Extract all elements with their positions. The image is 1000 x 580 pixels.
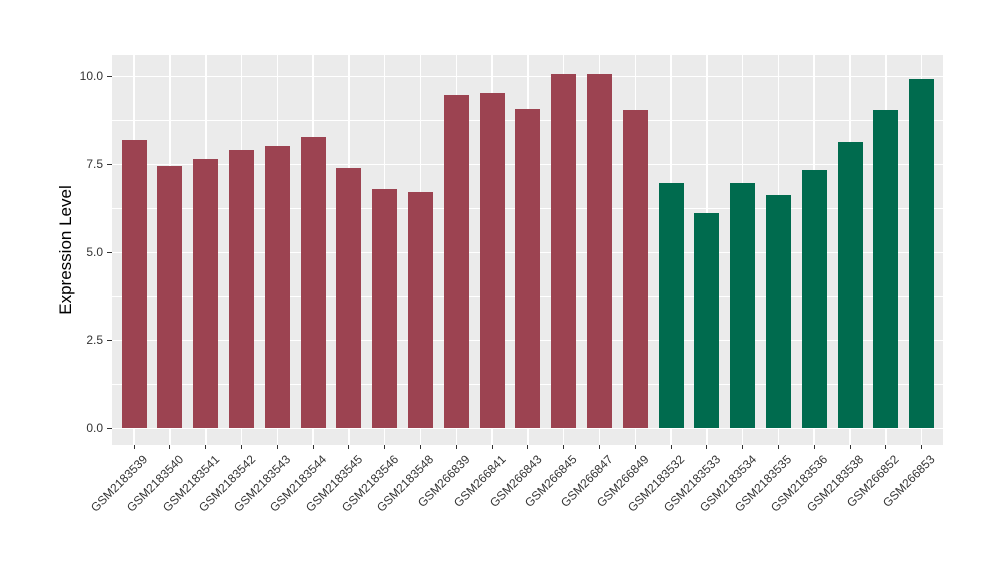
x-axis-tick [598, 445, 600, 449]
x-axis-tick [348, 445, 350, 449]
x-axis-tick [921, 445, 923, 449]
bar [765, 195, 791, 429]
x-axis-tick [527, 445, 529, 449]
y-axis-tick [107, 251, 112, 253]
x-axis-tick [742, 445, 744, 449]
x-axis-tick [777, 445, 779, 449]
bar [408, 191, 434, 429]
y-axis-tick [107, 339, 112, 341]
bar [229, 150, 255, 429]
x-axis-tick [276, 445, 278, 449]
bar [443, 95, 469, 429]
bar [622, 110, 648, 429]
x-axis-tick [491, 445, 493, 449]
bar [121, 139, 147, 429]
x-axis-tick [455, 445, 457, 449]
x-axis-tick [849, 445, 851, 449]
bar [372, 189, 398, 429]
bar [837, 142, 863, 429]
x-axis-tick [384, 445, 386, 449]
bar [193, 159, 219, 429]
bar [300, 137, 326, 429]
y-axis-tick [107, 427, 112, 429]
bar [157, 165, 183, 429]
bar [801, 170, 827, 429]
x-axis-tick [634, 445, 636, 449]
x-axis-tick [133, 445, 135, 449]
y-axis-tick [107, 75, 112, 77]
y-tick-label: 7.5 [86, 157, 103, 172]
x-axis-tick [885, 445, 887, 449]
bar [551, 74, 577, 429]
y-tick-label: 2.5 [86, 333, 103, 348]
y-tick-label: 5.0 [86, 245, 103, 260]
bar [658, 182, 684, 429]
y-axis-title: Expression Level [56, 185, 75, 315]
bar [873, 109, 899, 429]
x-axis-tick [241, 445, 243, 449]
bar [586, 74, 612, 429]
bar [336, 167, 362, 429]
bar [515, 109, 541, 429]
bar [479, 93, 505, 429]
bar [730, 182, 756, 429]
x-axis-tick [563, 445, 565, 449]
x-axis-tick [312, 445, 314, 449]
x-axis-tick [420, 445, 422, 449]
x-axis-tick [670, 445, 672, 449]
x-axis-tick [169, 445, 171, 449]
plot-panel [112, 55, 943, 445]
bar [694, 212, 720, 429]
x-axis-tick [205, 445, 207, 449]
x-axis-tick [813, 445, 815, 449]
y-tick-label: 10.0 [79, 69, 103, 84]
bar [909, 79, 935, 429]
x-axis-tick [706, 445, 708, 449]
y-tick-label: 0.0 [86, 421, 103, 436]
y-axis-tick [107, 163, 112, 165]
bar [264, 146, 290, 429]
